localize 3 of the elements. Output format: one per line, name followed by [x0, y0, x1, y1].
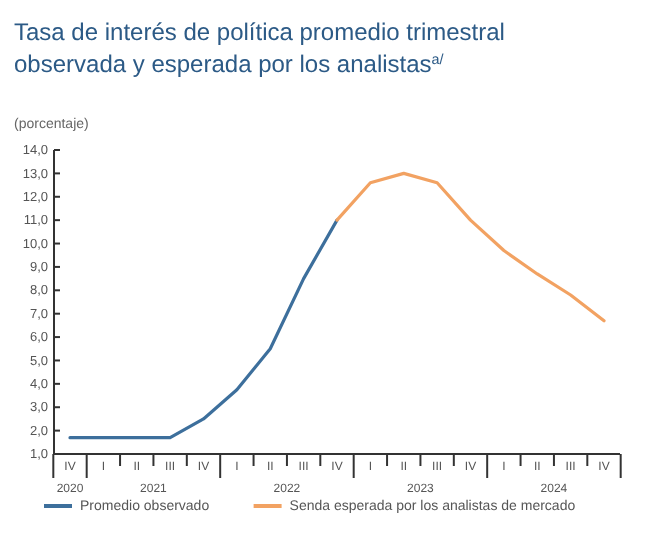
chart-title: Tasa de interés de política promedio trimestral observada y esperada por los analistas$^{a/}$	[14, 18, 505, 78]
line-series	[335, 171, 606, 323]
line-series	[68, 218, 339, 440]
